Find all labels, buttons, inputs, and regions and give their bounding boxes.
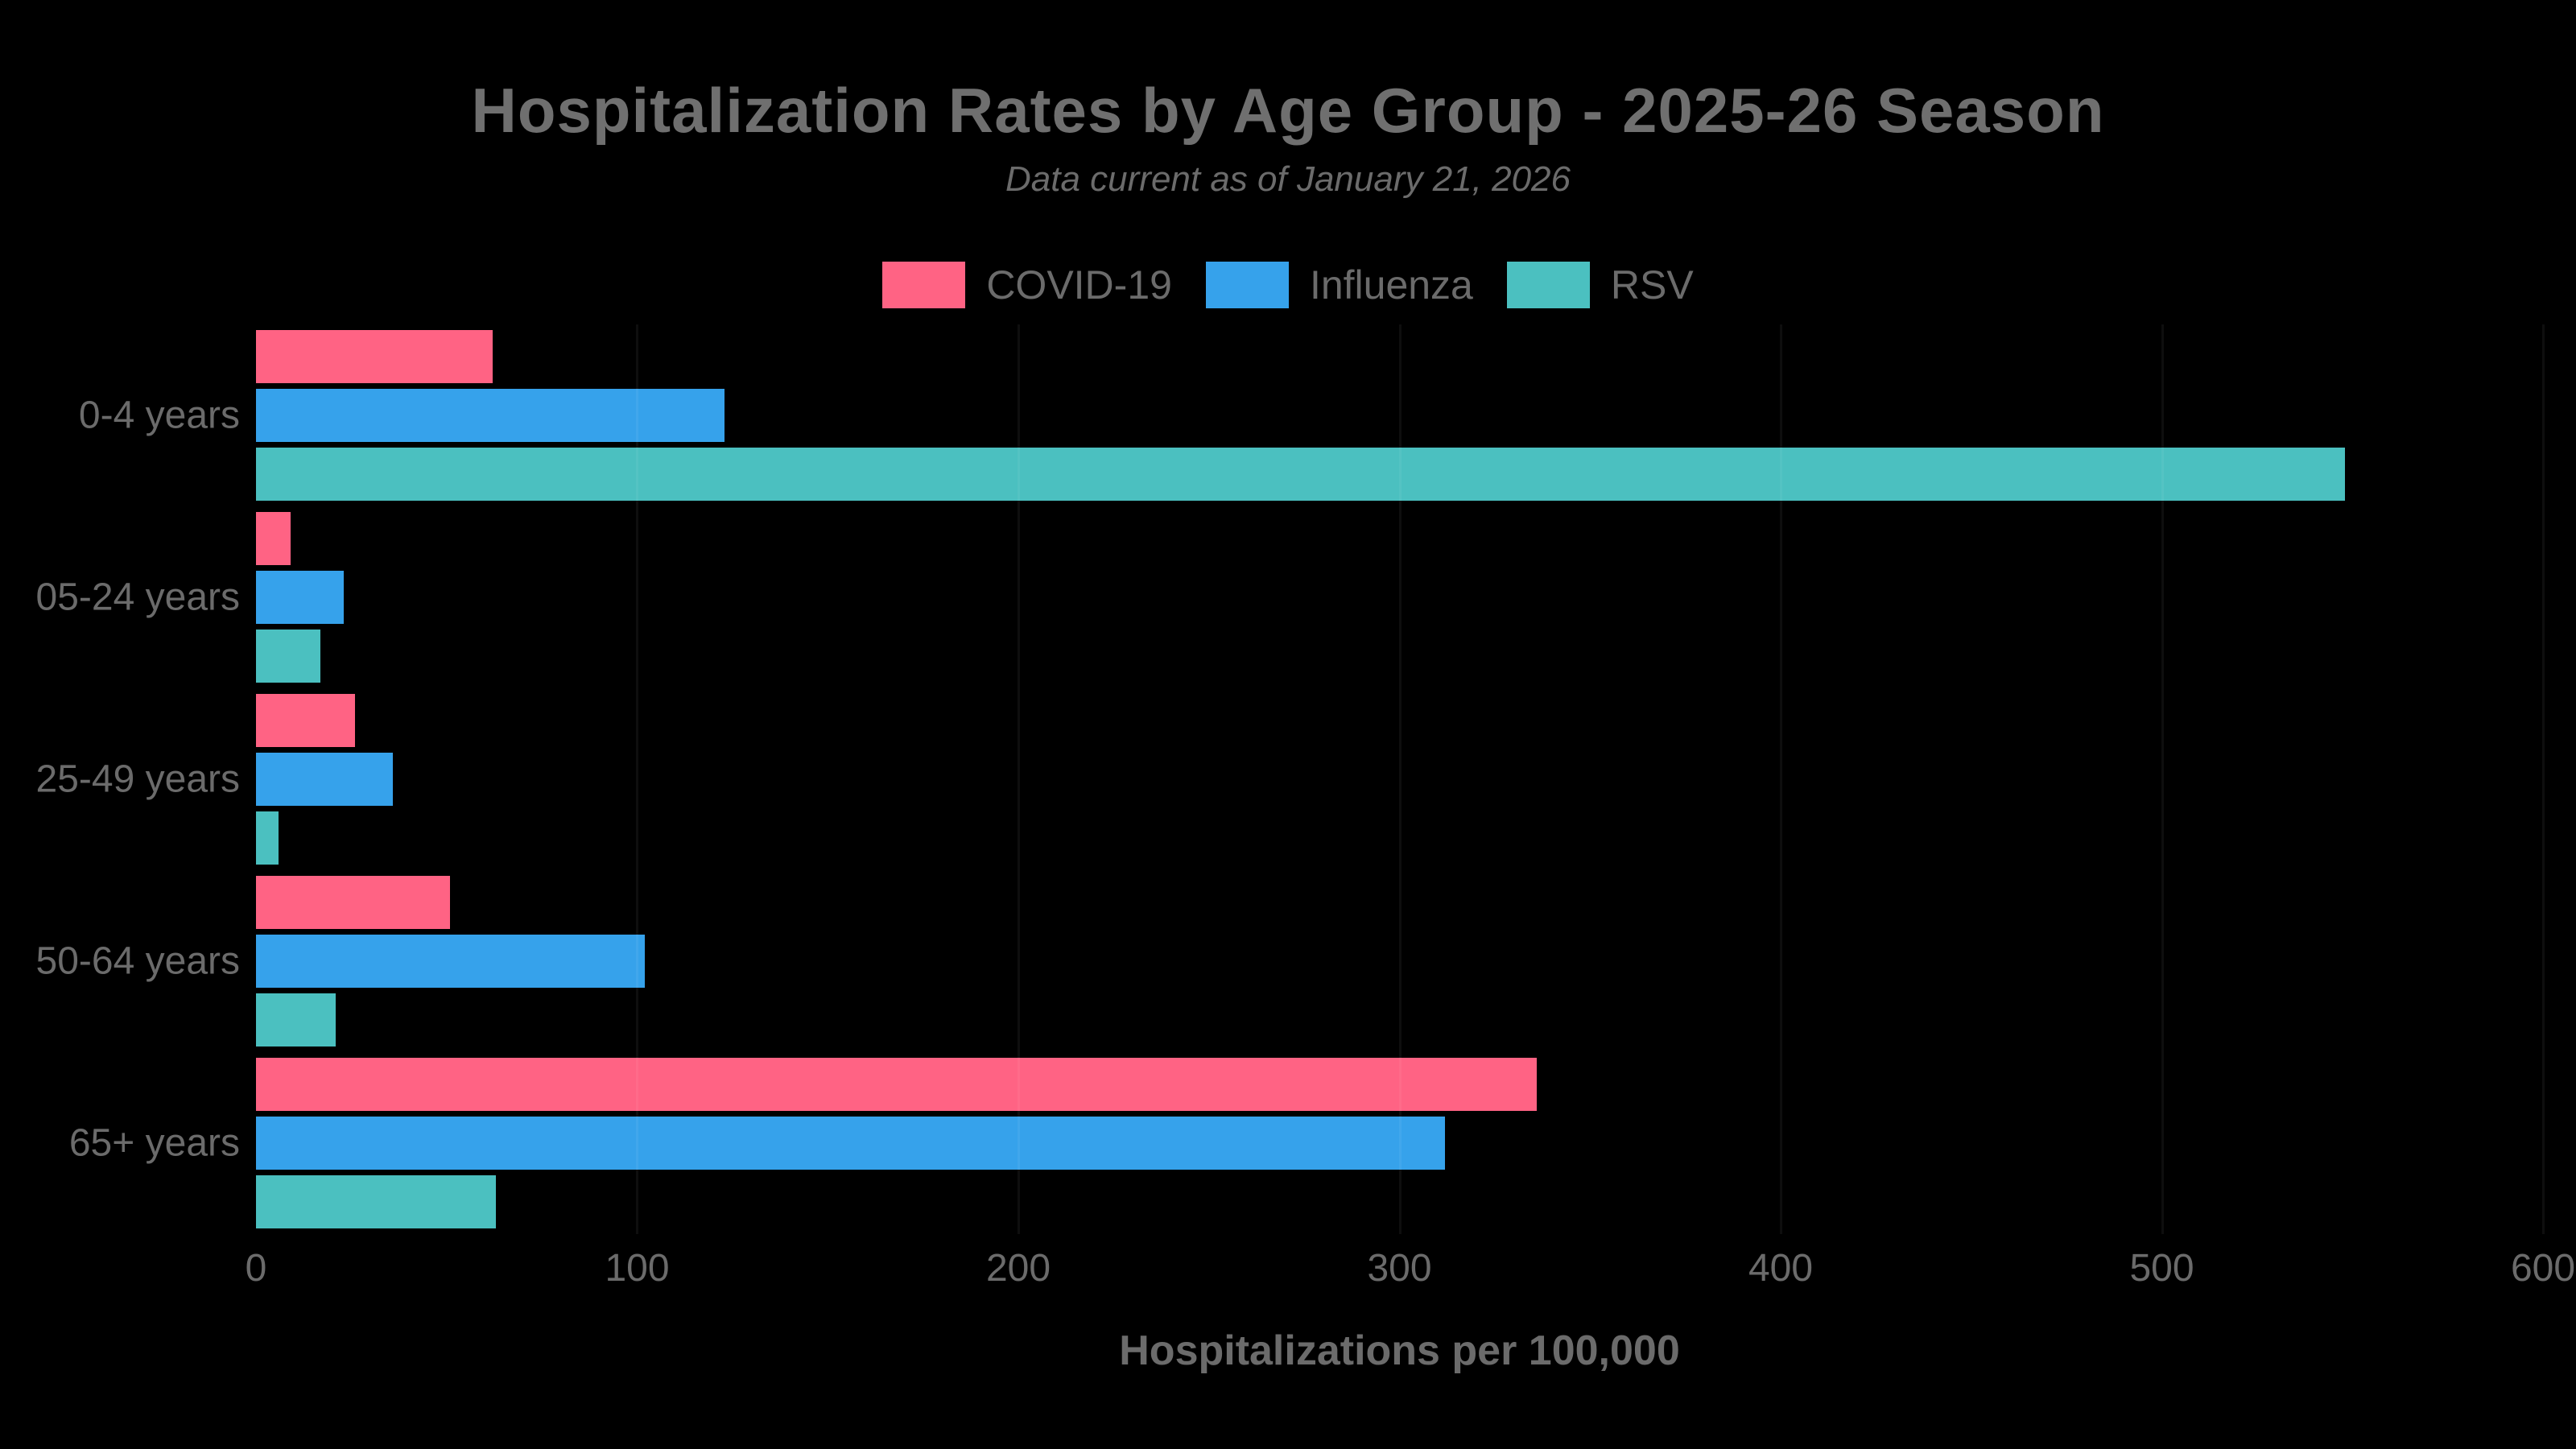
category-row-25-49-years: 25-49 years (36, 688, 2543, 870)
bar-rsv-65-years[interactable] (256, 1175, 497, 1228)
bar-influenza-25-49-years[interactable] (256, 753, 394, 806)
x-tick-label-300: 300 (1367, 1247, 1432, 1290)
legend-label: RSV (1610, 262, 1694, 308)
x-axis-title: Hospitalizations per 100,000 (1119, 1327, 1680, 1374)
y-axis-label: 0-4 years (78, 394, 240, 437)
legend-item-influenza[interactable]: Influenza (1205, 262, 1473, 308)
y-axis-label: 05-24 years (35, 576, 240, 619)
x-axis-ticks: 0 100 200 300 400 500 600 (246, 1247, 2575, 1298)
chart-subtitle: Data current as of January 21, 2026 (1005, 159, 1571, 199)
legend-item-covid-19[interactable]: COVID-19 (882, 262, 1172, 308)
x-tick-label-0: 0 (245, 1247, 267, 1290)
category-row-05-24-years: 05-24 years (36, 506, 2543, 688)
x-tick-label-600: 600 (2510, 1247, 2576, 1290)
legend-swatch-rsv (1506, 262, 1590, 308)
legend-swatch-covid-19 (882, 262, 966, 308)
gridline-x-400 (1779, 324, 1782, 1234)
y-axis-label: 25-49 years (35, 758, 240, 801)
x-tick-label-200: 200 (985, 1247, 1051, 1290)
bar-covid-19-25-49-years[interactable] (256, 694, 356, 747)
x-tick-label-100: 100 (605, 1247, 670, 1290)
chart-title: Hospitalization Rates by Age Group - 202… (471, 75, 2105, 146)
bar-covid-19-0-4-years[interactable] (256, 330, 493, 383)
bar-rsv-0-4-years[interactable] (256, 448, 2345, 501)
gridline-x-200 (1017, 324, 1020, 1234)
legend: COVID-19 Influenza RSV (0, 261, 2576, 309)
gridline-x-100 (636, 324, 639, 1234)
bar-rsv-05-24-years[interactable] (256, 630, 321, 683)
x-tick-label-400: 400 (1748, 1247, 1814, 1290)
category-row-0-4-years: 0-4 years (79, 324, 2543, 506)
legend-item-rsv[interactable]: RSV (1506, 262, 1694, 308)
bar-rsv-25-49-years[interactable] (256, 811, 279, 865)
bar-influenza-50-64-years[interactable] (256, 935, 645, 988)
bar-rsv-50-64-years[interactable] (256, 993, 336, 1046)
bar-covid-19-50-64-years[interactable] (256, 876, 451, 929)
legend-label: COVID-19 (986, 262, 1172, 308)
gridline-x-600 (2542, 324, 2545, 1234)
y-axis-label: 50-64 years (35, 939, 240, 983)
bar-influenza-05-24-years[interactable] (256, 571, 344, 624)
bar-covid-19-65-years[interactable] (256, 1058, 1537, 1111)
bar-influenza-65-years[interactable] (256, 1117, 1446, 1170)
gridline-x-500 (2161, 324, 2164, 1234)
x-tick-label-500: 500 (2129, 1247, 2194, 1290)
gridline-x-300 (1398, 324, 1402, 1234)
bar-influenza-0-4-years[interactable] (256, 389, 725, 442)
bar-covid-19-05-24-years[interactable] (256, 512, 291, 565)
plot-area: 0-4 years 05-24 years 25-49 years 50-64 yea… (36, 324, 2545, 1234)
legend-swatch-influenza (1205, 262, 1289, 308)
category-row-65-years: 65+ years (69, 1052, 2543, 1234)
legend-label: Influenza (1309, 262, 1473, 308)
category-row-50-64-years: 50-64 years (36, 870, 2543, 1052)
y-axis-label: 65+ years (68, 1121, 240, 1165)
